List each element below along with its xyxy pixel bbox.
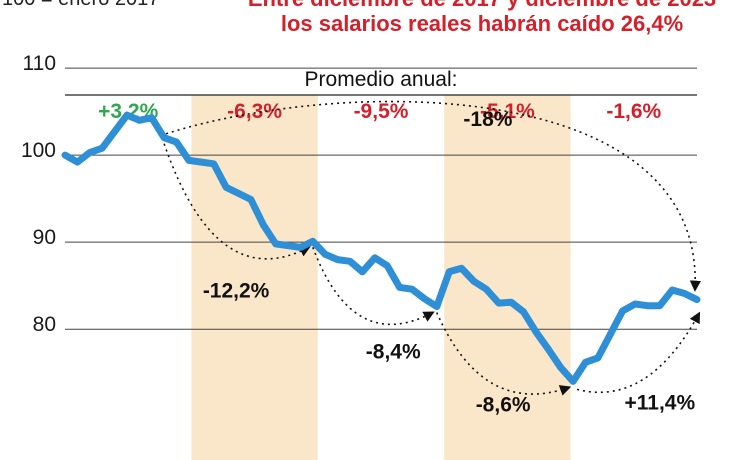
series-line-real-wages (61, 111, 701, 385)
gridlines (65, 67, 697, 330)
annotation-label-2: -8,6% (476, 393, 531, 416)
annual-average-4: -1,6% (606, 100, 661, 123)
annotation-label-4: -18% (463, 108, 512, 131)
y-tick-label-110: 110 (23, 52, 56, 75)
arrow-rebound (576, 311, 701, 394)
annual-average-title: Promedio anual: (305, 68, 458, 91)
headline-line-1: Entre diciembre de 2017 y diciembre de 2… (248, 0, 716, 11)
annual-average-2: -9,5% (354, 100, 409, 123)
annual-average-1: -6,3% (227, 100, 282, 123)
annotation-labels: -12,2% -8,4% -8,6% +11,4% -18% (203, 108, 696, 416)
chart-subtitle: 100 = enero 2017 (2, 0, 159, 10)
y-tick-label-90: 90 (33, 226, 56, 249)
arrow-2019 (312, 247, 435, 326)
annual-average-3: -5,1% (480, 100, 535, 123)
year-bands (191, 95, 571, 460)
year-band-1 (191, 95, 318, 460)
headline-line-2: los salarios reales habrán caído 26,4% (281, 11, 683, 36)
arrow-2020 (436, 312, 572, 396)
annotation-arrows (163, 100, 701, 396)
year-band-3 (444, 95, 571, 460)
annual-average-labels: +3,2% -6,3% -9,5% -5,1% -1,6% (98, 100, 661, 123)
annotation-label-3: +11,4% (624, 391, 695, 414)
annotation-label-1: -8,4% (366, 341, 421, 364)
y-axis-ticks: 110 100 90 80 (21, 52, 56, 336)
y-tick-label-100: 100 (21, 139, 56, 162)
arrow-2018 (163, 143, 311, 260)
y-tick-label-80: 80 (33, 313, 56, 336)
annotation-label-0: -12,2% (203, 279, 270, 302)
